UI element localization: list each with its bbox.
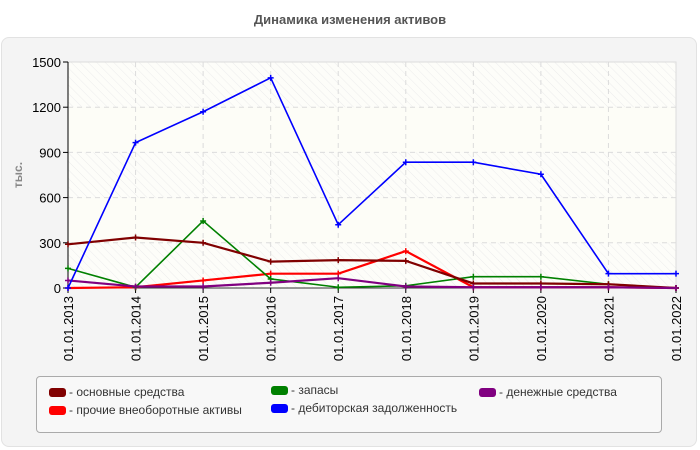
swatch-icon (271, 403, 288, 413)
plot-area (67, 61, 677, 289)
data-point-marker (267, 74, 274, 81)
x-tick-label: 01.01.2016 (264, 296, 279, 361)
legend-item-inventory: - запасы (271, 383, 338, 397)
y-tick-label: 1500 (32, 55, 61, 70)
legend-item-other-noncurrent: - прочие внеоборотные активы (49, 403, 242, 417)
legend-label: - денежные средства (499, 385, 617, 399)
swatch-icon (479, 387, 496, 397)
data-point-marker (200, 217, 207, 224)
y-tick-label: 0 (54, 281, 61, 296)
data-point-marker (200, 283, 207, 290)
y-tick-label: 900 (39, 145, 61, 160)
data-point-marker (267, 279, 274, 286)
data-point-marker (537, 273, 544, 280)
data-point-marker (470, 159, 477, 166)
chart-title: Динамика изменения активов (253, 12, 447, 27)
x-tick-label: 01.01.2022 (669, 296, 684, 361)
data-point-marker (65, 241, 71, 248)
data-point-marker (470, 284, 477, 291)
data-point-marker (402, 283, 409, 290)
x-tick-label: 01.01.2021 (601, 296, 616, 361)
data-point-marker (605, 284, 612, 291)
data-point-marker (335, 221, 342, 228)
data-point-marker (402, 159, 409, 166)
legend-item-fixed-assets: - основные средства (49, 385, 184, 399)
legend-label: - дебиторская задолженность (291, 401, 458, 415)
data-point-marker (200, 239, 207, 246)
legend-label: - запасы (291, 383, 339, 397)
y-axis-label: тыс. (11, 162, 25, 188)
series-lines (65, 74, 679, 291)
data-point-marker (65, 277, 71, 284)
data-point-marker (65, 265, 71, 272)
x-tick-label: 01.01.2020 (534, 296, 549, 361)
x-tick-label: 01.01.2019 (466, 296, 481, 361)
series-line (67, 219, 677, 289)
data-point-marker (673, 285, 679, 291)
data-point-marker (402, 257, 409, 264)
data-point-marker (200, 277, 207, 284)
swatch-icon (49, 405, 66, 415)
data-point-marker (267, 270, 274, 277)
swatch-icon (271, 385, 288, 395)
x-tick-label: 01.01.2017 (331, 296, 346, 361)
y-tick-label: 1200 (32, 100, 61, 115)
legend-item-cash: - денежные средства (479, 385, 617, 399)
data-point-marker (402, 248, 409, 255)
data-point-marker (65, 285, 71, 291)
x-tick-label: 01.01.2013 (61, 296, 76, 361)
data-point-marker (335, 275, 342, 282)
series-line (67, 236, 677, 290)
data-point-marker (537, 284, 544, 291)
legend: - основные средства - прочие внеоборотны… (36, 376, 662, 433)
legend-label: - основные средства (69, 385, 185, 399)
data-point-marker (132, 234, 139, 241)
data-point-marker (470, 273, 477, 280)
data-point-marker (267, 258, 274, 265)
data-point-marker (605, 270, 612, 277)
data-point-marker (335, 284, 342, 291)
data-point-marker (132, 139, 139, 146)
legend-item-receivables: - дебиторская задолженность (271, 401, 457, 415)
data-point-marker (537, 171, 544, 178)
x-tick-label: 01.01.2014 (129, 296, 144, 361)
data-point-marker (200, 108, 207, 115)
data-point-marker (335, 257, 342, 264)
swatch-icon (49, 387, 66, 397)
series-line (67, 277, 677, 290)
data-point-marker (673, 270, 679, 277)
y-tick-label: 600 (39, 191, 61, 206)
legend-label: - прочие внеоборотные активы (69, 403, 242, 417)
y-tick-label: 300 (39, 236, 61, 251)
x-tick-label: 01.01.2018 (399, 296, 414, 361)
series-line (67, 76, 676, 289)
data-point-marker (132, 283, 139, 290)
x-tick-label: 01.01.2015 (196, 296, 211, 361)
